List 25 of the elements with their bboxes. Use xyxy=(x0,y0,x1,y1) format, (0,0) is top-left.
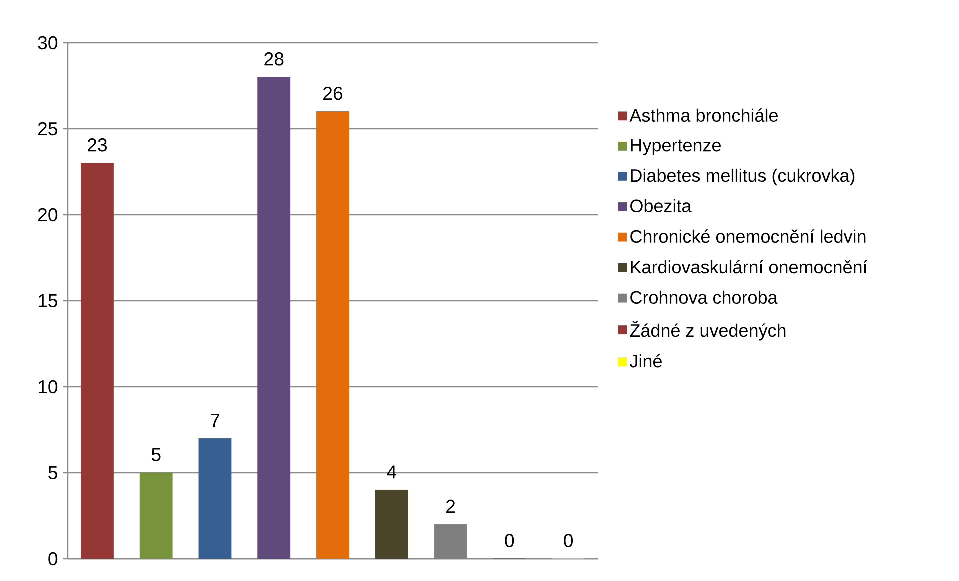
data-label: 5 xyxy=(152,448,161,462)
data-label: 23 xyxy=(88,138,108,152)
legend-label: Chronické onemocnění ledvin xyxy=(630,230,866,244)
y-tick-label: 10 xyxy=(38,380,58,394)
legend-label: Jiné xyxy=(630,354,662,368)
legend-label: Asthma bronchiále xyxy=(630,108,778,122)
legend-label: Crohnova choroba xyxy=(630,290,778,304)
y-tick-label: 15 xyxy=(38,294,58,308)
data-label: 28 xyxy=(264,52,284,66)
y-tick-label: 5 xyxy=(48,466,58,480)
data-label: 0 xyxy=(505,534,514,548)
data-label: 4 xyxy=(387,466,397,479)
data-label: 7 xyxy=(211,414,220,427)
legend-label: Kardiovaskulární onemocnění xyxy=(631,260,868,274)
y-tick-label: 25 xyxy=(38,122,58,136)
y-tick-label: 20 xyxy=(38,208,58,222)
data-label: 2 xyxy=(446,500,456,513)
data-label: 0 xyxy=(564,534,574,548)
legend-label: Diabetes mellitus (cukrovka) xyxy=(631,168,855,186)
legend-label: Obezita xyxy=(630,199,692,213)
legend-label: Hypertenze xyxy=(631,139,721,156)
data-label: 26 xyxy=(324,86,343,100)
y-tick-label: 0 xyxy=(48,552,58,566)
legend-label: Žádné z uvedených xyxy=(630,321,786,341)
y-tick-label: 30 xyxy=(38,36,58,50)
